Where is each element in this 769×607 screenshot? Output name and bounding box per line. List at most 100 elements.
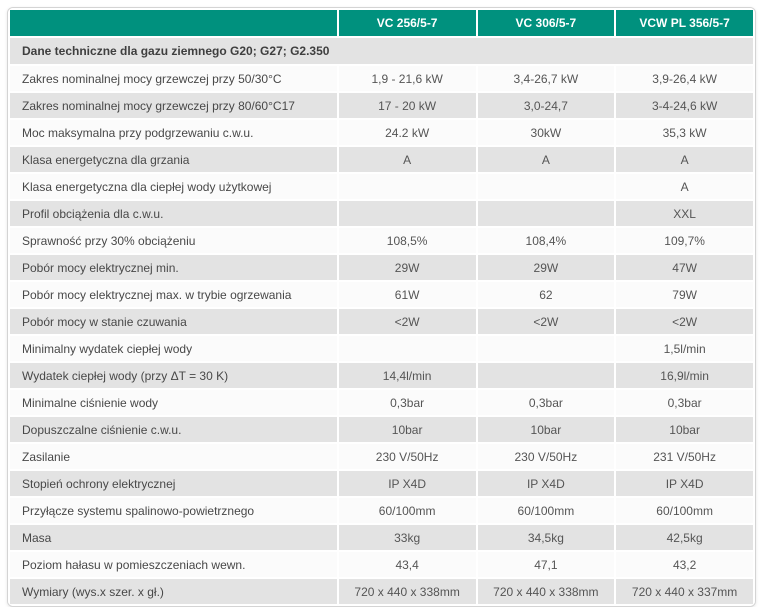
row-value: 0,3bar [616, 390, 753, 415]
table-row: Wydatek ciepłej wody (przy ΔT = 30 K) 14,… [10, 363, 753, 388]
row-label: Masa [10, 525, 337, 550]
row-label: Pobór mocy w stanie czuwania [10, 309, 337, 334]
row-label: Wymiary (wys.x szer. x gł.) [10, 579, 337, 604]
table-row: Wymiary (wys.x szer. x gł.) 720 x 440 x 3… [10, 579, 753, 604]
row-value: 720 x 440 x 338mm [477, 579, 615, 604]
row-value: 79W [616, 282, 753, 307]
row-label: Zakres nominalnej mocy grzewczej przy 80… [10, 93, 337, 118]
row-value: A [616, 174, 753, 199]
page: VC 256/5-7 VC 306/5-7 VCW PL 356/5-7 Dane … [7, 7, 756, 607]
row-label: Poziom hałasu w pomieszczeniach wewn. [10, 552, 337, 577]
model-header-row: VC 256/5-7 VC 306/5-7 VCW PL 356/5-7 [10, 10, 753, 36]
row-label: Minimalny wydatek ciepłej wody [10, 336, 337, 361]
table-row: Pobór mocy elektrycznej max. w trybie og… [10, 282, 753, 307]
table-row: Moc maksymalna przy podgrzewaniu c.w.u. 2… [10, 120, 753, 145]
row-label: Wydatek ciepłej wody (przy ΔT = 30 K) [10, 363, 337, 388]
row-label: Minimalne ciśnienie wody [10, 390, 337, 415]
row-value: 0,3bar [477, 390, 615, 415]
row-value: 720 x 440 x 338mm [338, 579, 476, 604]
row-value: <2W [477, 309, 615, 334]
row-value: 43,2 [616, 552, 753, 577]
row-value [477, 174, 615, 199]
row-value: 16,9l/min [616, 363, 753, 388]
table-row: Minimalne ciśnienie wody 0,3bar 0,3bar 0,3b… [10, 390, 753, 415]
row-value: 108,5% [338, 228, 476, 253]
row-value: 29W [477, 255, 615, 280]
table-row: Pobór mocy elektrycznej min. 29W 29W 47W [10, 255, 753, 280]
row-value: 10bar [338, 417, 476, 442]
row-value: 10bar [477, 417, 615, 442]
row-value: 33kg [338, 525, 476, 550]
row-value: 10bar [616, 417, 753, 442]
row-value: 231 V/50Hz [616, 444, 753, 469]
row-value: 108,4% [477, 228, 615, 253]
model-column-header: VC 256/5-7 [338, 10, 476, 36]
row-value: 3,4-26,7 kW [477, 66, 615, 91]
row-label: Klasa energetyczna dla ciepłej wody użyt… [10, 174, 337, 199]
row-value [477, 336, 615, 361]
row-value: 34,5kg [477, 525, 615, 550]
row-value: IP X4D [477, 471, 615, 496]
table-row: Stopień ochrony elektrycznej IP X4D IP X4D… [10, 471, 753, 496]
row-label: Profil obciążenia dla c.w.u. [10, 201, 337, 226]
table-row: Dopuszczalne ciśnienie c.w.u. 10bar 10bar 1… [10, 417, 753, 442]
row-value [338, 201, 476, 226]
row-value: 60/100mm [338, 498, 476, 523]
model-column-header: VC 306/5-7 [477, 10, 615, 36]
row-label: Przyłącze systemu spalinowo-powietrznego [10, 498, 337, 523]
row-value: 0,3bar [338, 390, 476, 415]
row-label: Pobór mocy elektrycznej max. w trybie og… [10, 282, 337, 307]
row-label: Zasilanie [10, 444, 337, 469]
row-value: 30kW [477, 120, 615, 145]
row-value: 1,5l/min [616, 336, 753, 361]
row-value: IP X4D [338, 471, 476, 496]
row-label: Zakres nominalnej mocy grzewczej przy 50… [10, 66, 337, 91]
table-row: Masa 33kg 34,5kg 42,5kg [10, 525, 753, 550]
table-row: Klasa energetyczna dla ciepłej wody użyt… [10, 174, 753, 199]
row-value: XXL [616, 201, 753, 226]
row-value: 60/100mm [616, 498, 753, 523]
row-label: Moc maksymalna przy podgrzewaniu c.w.u. [10, 120, 337, 145]
row-value [338, 336, 476, 361]
table-row: Zakres nominalnej mocy grzewczej przy 80… [10, 93, 753, 118]
row-value: 24.2 kW [338, 120, 476, 145]
row-value: <2W [616, 309, 753, 334]
row-value: 47W [616, 255, 753, 280]
row-value: 109,7% [616, 228, 753, 253]
section-title: Dane techniczne dla gazu ziemnego G20; G… [10, 38, 753, 64]
row-value: 14,4l/min [338, 363, 476, 388]
table-row: Minimalny wydatek ciepłej wody 1,5l/min [10, 336, 753, 361]
table-row: Pobór mocy w stanie czuwania <2W <2W <2W [10, 309, 753, 334]
row-label: Klasa energetyczna dla grzania [10, 147, 337, 172]
spec-table: VC 256/5-7 VC 306/5-7 VCW PL 356/5-7 Dane … [8, 8, 755, 606]
row-value [338, 174, 476, 199]
row-value: A [616, 147, 753, 172]
row-value [477, 363, 615, 388]
table-row: Poziom hałasu w pomieszczeniach wewn. 43,… [10, 552, 753, 577]
table-row: Sprawność przy 30% obciążeniu 108,5% 108,4… [10, 228, 753, 253]
row-value: 47,1 [477, 552, 615, 577]
row-value: 29W [338, 255, 476, 280]
corner-header-cell [10, 10, 337, 36]
table-row: Zasilanie 230 V/50Hz 230 V/50Hz 231 V/50Hz [10, 444, 753, 469]
row-value: 3,0-24,7 [477, 93, 615, 118]
model-column-header: VCW PL 356/5-7 [616, 10, 753, 36]
row-value: 720 x 440 x 337mm [616, 579, 753, 604]
table-row: Przyłącze systemu spalinowo-powietrznego… [10, 498, 753, 523]
row-value: 62 [477, 282, 615, 307]
row-value: 3,9-26,4 kW [616, 66, 753, 91]
row-value [477, 201, 615, 226]
row-value: A [477, 147, 615, 172]
row-value: A [338, 147, 476, 172]
row-value: 61W [338, 282, 476, 307]
table-row: Profil obciążenia dla c.w.u. XXL [10, 201, 753, 226]
row-label: Dopuszczalne ciśnienie c.w.u. [10, 417, 337, 442]
table-row: Zakres nominalnej mocy grzewczej przy 50… [10, 66, 753, 91]
row-value: 1,9 - 21,6 kW [338, 66, 476, 91]
row-value: 43,4 [338, 552, 476, 577]
row-value: 3-4-24,6 kW [616, 93, 753, 118]
row-label: Pobór mocy elektrycznej min. [10, 255, 337, 280]
row-value: <2W [338, 309, 476, 334]
row-label: Sprawność przy 30% obciążeniu [10, 228, 337, 253]
row-value: 230 V/50Hz [477, 444, 615, 469]
